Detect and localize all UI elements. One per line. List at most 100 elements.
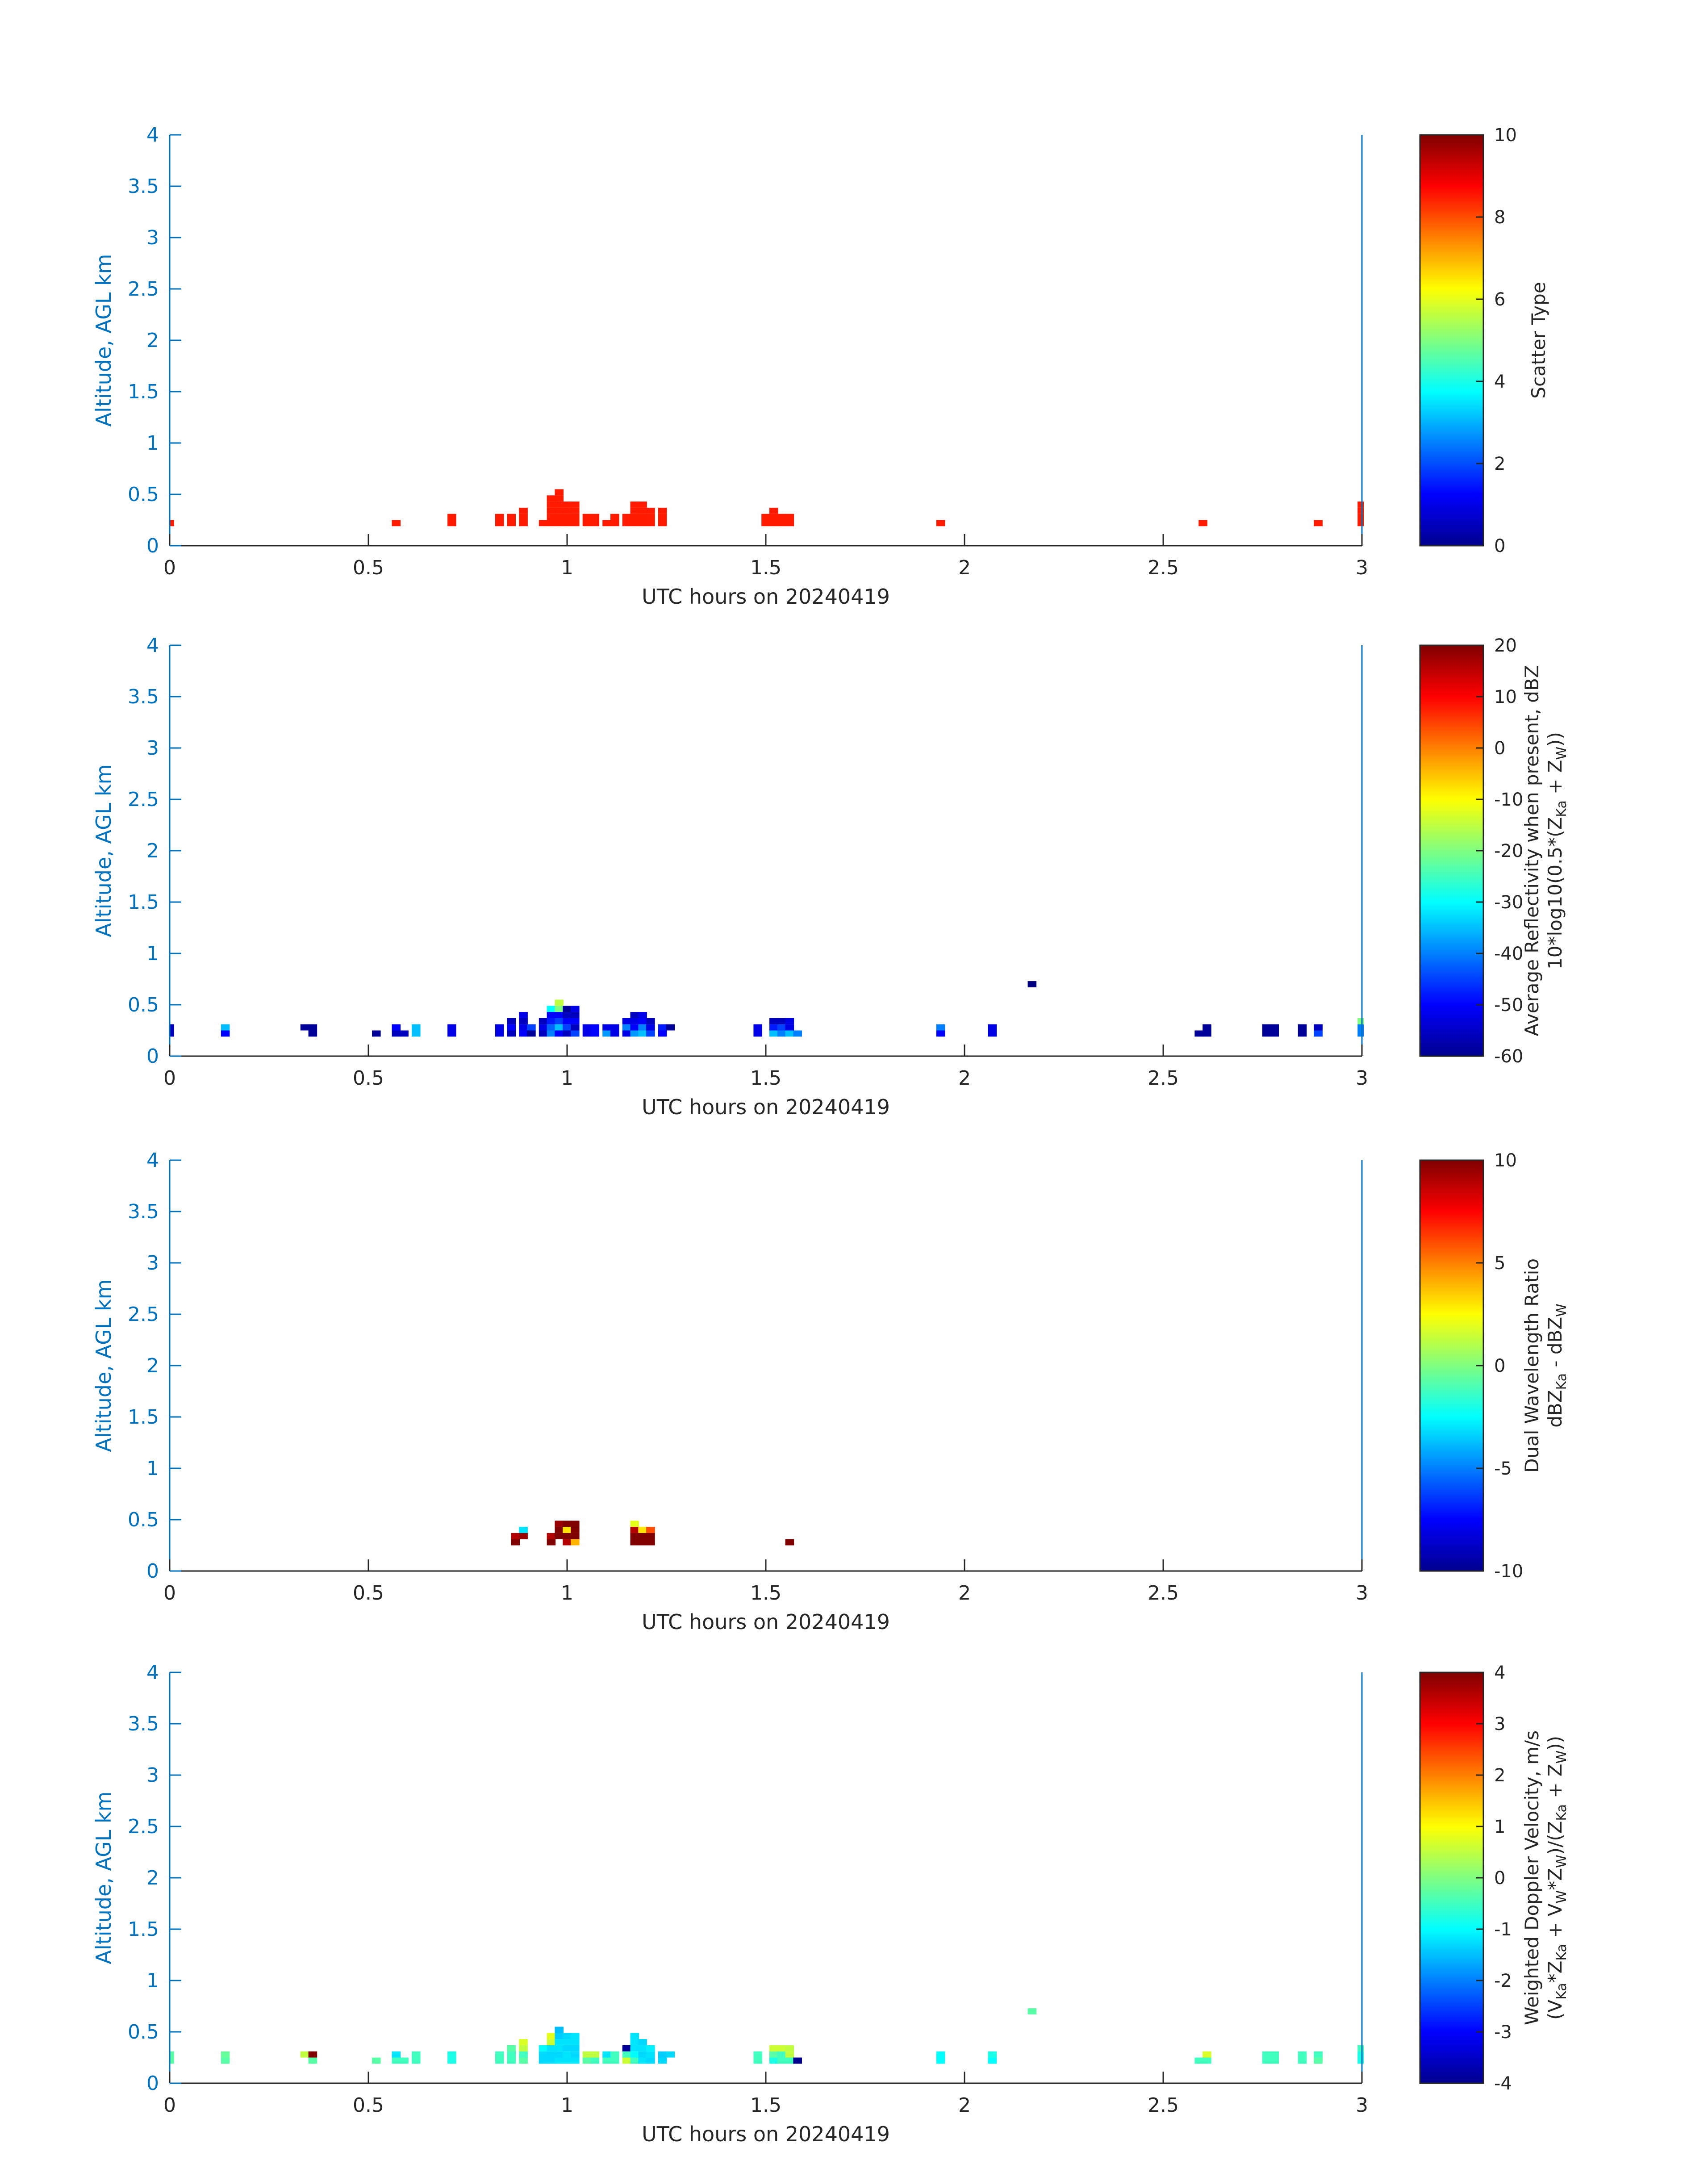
heatmap-cell [785,1539,794,1546]
heatmap-cell [769,2045,778,2052]
x-tick-label: 1.5 [750,2094,781,2117]
heatmap-cell [630,1012,639,1018]
heatmap-cell [300,1024,309,1031]
x-tick-label: 0.5 [353,1067,384,1090]
heatmap-cell [412,2057,421,2064]
heatmap-cell [563,1024,572,1031]
y-axis-label: Altitude, AGL km [92,764,116,937]
heatmap-cell [1270,2057,1279,2064]
heatmap-cell [547,2057,556,2064]
y-tick-label: 2.5 [128,1815,159,1838]
heatmap-cell [630,2045,639,2052]
heatmap-cell [936,520,945,526]
colorbar-tick-label: -3 [1494,2022,1512,2043]
heatmap-cell [1270,1030,1279,1037]
colorbar-tick-label: -1 [1494,1919,1512,1940]
heatmap-cell [602,520,611,526]
heatmap-cell [300,2051,309,2058]
x-tick-label: 0.5 [353,2094,384,2117]
heatmap-cell [610,1024,619,1031]
heatmap-cell [622,1024,631,1031]
colorbar-tick-label: -40 [1494,944,1523,964]
heatmap-cell [590,2057,600,2064]
heatmap-cell [563,1006,572,1012]
heatmap-cell [495,520,504,526]
y-axis-label: Altitude, AGL km [92,1791,116,1964]
heatmap-cell [1357,520,1364,526]
y-tick-label: 4 [146,1149,159,1172]
heatmap-cell [563,2039,572,2045]
heatmap-cell [1298,2051,1307,2058]
heatmap-cell [777,1030,786,1037]
y-tick-label: 1.5 [128,891,159,914]
heatmap-cell [638,1012,647,1018]
colorbar: 0 2 4 6 8 10 Scatter Type [1419,125,1549,556]
heatmap-cell [563,520,572,526]
heatmap-cell [555,501,564,508]
y-tick-label: 0 [146,1045,159,1068]
colorbar-tick-label: 5 [1494,1253,1505,1274]
heatmap-cell [666,2051,675,2058]
heatmap-cell [412,1030,421,1037]
y-axis-label: Altitude, AGL km [92,254,116,426]
heatmap-cell [555,1012,564,1018]
x-tick-label: 2.5 [1148,556,1179,579]
heatmap-cell [646,514,655,520]
heatmap-cell [988,2051,997,2058]
heatmap-cell [221,1030,230,1037]
heatmap-cell [372,1030,381,1037]
heatmap-cell [1357,1030,1364,1037]
heatmap-cell [221,2051,230,2058]
heatmap-cell [308,2051,317,2058]
heatmap-cell [507,2057,516,2064]
heatmap-cell [638,514,647,520]
heatmap-cell [547,514,556,520]
heatmap-cell [1357,514,1364,520]
heatmap-cell [646,1024,655,1031]
heatmap-cell [392,2057,401,2064]
y-tick-label: 1.5 [128,1918,159,1941]
heatmap-cell [400,1030,409,1037]
heatmap-cell [519,1012,528,1018]
heatmap-cell [555,495,564,502]
heatmap-cell [372,2057,381,2064]
heatmap-cell [1270,1024,1279,1031]
y-tick-label: 0.5 [128,2021,159,2043]
heatmap-cell [638,1030,647,1037]
colorbar-title-line: Average Reflectivity when present, dBZ [1521,665,1543,1036]
heatmap-cell [519,520,528,526]
heatmap-cell [658,2051,667,2058]
colorbar-tick-label: 0 [1494,738,1505,759]
heatmap-cell [519,514,528,520]
heatmap-cell [753,2051,762,2058]
heatmap-cell [519,1527,528,1533]
heatmap-cell [769,1024,778,1031]
y-tick-label: 2.5 [128,1303,159,1326]
heatmap-cell [582,2057,592,2064]
heatmap-cell [582,520,592,526]
heatmap-cell [622,1030,631,1037]
y-axis-label: Altitude, AGL km [92,1279,116,1452]
heatmap-cell [555,2039,564,2045]
heatmap-cell [392,1024,401,1031]
y-tick-label: 1.5 [128,380,159,403]
heatmap-cell [1262,1030,1271,1037]
heatmap-cell [590,2051,600,2058]
heatmap-cell [777,514,786,520]
heatmap-cell [447,520,456,526]
x-tick-label: 1.5 [750,1067,781,1090]
heatmap-cell [555,2051,564,2058]
heatmap-cell [539,2051,548,2058]
heatmap-cell [170,1024,174,1031]
heatmap-cell [666,1024,675,1031]
y-tick-label: 4 [146,634,159,657]
heatmap-cell [602,1024,611,1031]
heatmap-cell [769,1030,778,1037]
colorbar-title-line: Scatter Type [1528,282,1549,398]
heatmap-cell [1314,1030,1323,1037]
y-tick-label: 2.5 [128,788,159,811]
heatmap-cell [646,2045,655,2052]
heatmap-cell [753,1030,762,1037]
